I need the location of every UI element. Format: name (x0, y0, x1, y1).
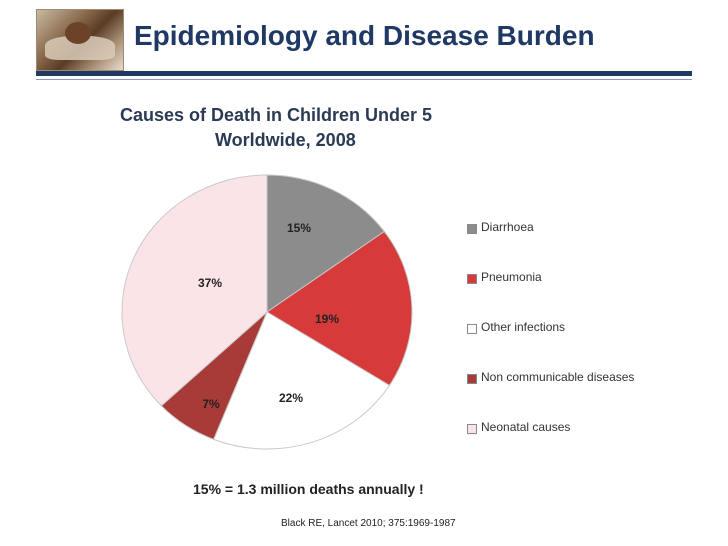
legend-swatch (467, 424, 477, 434)
legend-label: Other infections (481, 320, 566, 334)
legend-swatch (467, 374, 477, 384)
slice-pneumonia-label: 19% (315, 312, 339, 326)
slice-non-communicable-label: 7% (202, 397, 220, 411)
legend-label: Diarrhoea (481, 220, 534, 234)
slice-other-infections (212, 311, 391, 450)
slice-pneumonia (266, 230, 413, 387)
slice-neonatal-label: 37% (198, 276, 222, 290)
citation: Black RE, Lancet 2010; 375:1969-1987 (281, 518, 456, 529)
slice-other-infections-label: 22% (279, 391, 303, 405)
title-divider (36, 71, 692, 76)
legend-swatch (467, 224, 477, 234)
footnote: 15% = 1.3 million deaths annually ! (193, 481, 424, 497)
chart-title-line1: Causes of Death in Children Under 5 (120, 105, 433, 125)
slice-neonatal (121, 174, 268, 407)
photo-child (65, 22, 91, 44)
legend-label: Neonatal causes (481, 420, 571, 434)
slide-title: Epidemiology and Disease Burden (134, 20, 595, 51)
legend-label: Pneumonia (481, 270, 542, 284)
slice-diarrhoea (266, 174, 386, 313)
legend-swatch (467, 324, 477, 334)
legend-label: Non communicable diseases (481, 370, 635, 384)
chart-title: Causes of Death in Children Under 5 Worl… (120, 103, 490, 153)
header-photo (36, 9, 124, 71)
chart-title-line2: Worldwide, 2008 (215, 130, 356, 150)
slice-diarrhoea-label: 15% (287, 221, 311, 235)
title-divider-thin (36, 79, 692, 80)
legend-swatch (467, 274, 477, 284)
